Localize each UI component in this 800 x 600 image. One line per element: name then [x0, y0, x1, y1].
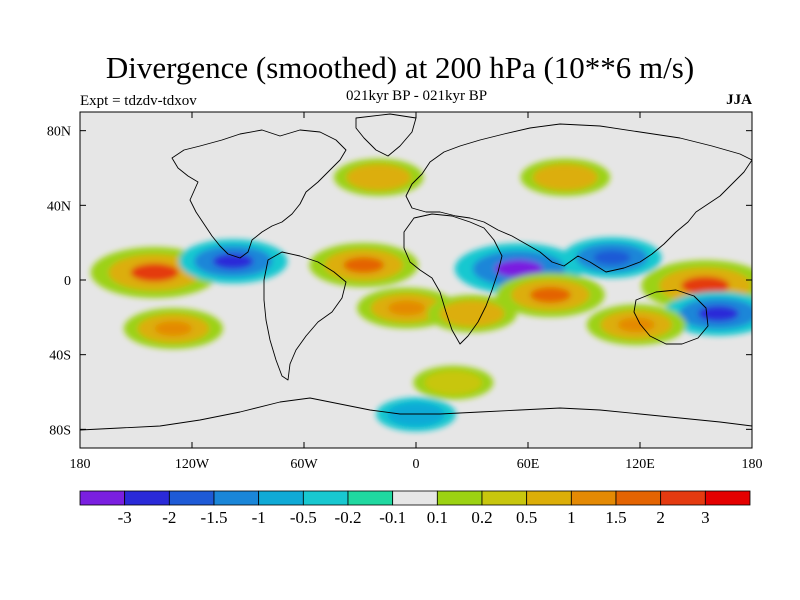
- colorbar-box: [615, 490, 662, 506]
- colorbar-box: [392, 490, 438, 506]
- colorbar-label: 1: [567, 508, 576, 527]
- arabian-sea-convergence-core: [494, 259, 543, 278]
- southern-ocean-divergence-core: [438, 376, 469, 389]
- x-tick-label: 60E: [517, 457, 540, 472]
- coast-antarctica: [80, 397, 752, 431]
- south-pacific-divergence-core: [154, 321, 192, 336]
- colorbar-label: -2: [162, 508, 176, 527]
- coast-australia: [633, 289, 709, 345]
- coral-sea-convergence-core: [698, 305, 739, 322]
- x-tick-label: 180: [70, 457, 91, 472]
- colorbar-box: [526, 490, 572, 506]
- siberia-divergence-core: [548, 170, 583, 184]
- colorbar-label: -0.5: [290, 508, 317, 527]
- x-tick-label: 60W: [290, 457, 318, 472]
- coast-europe-asia: [405, 123, 752, 273]
- colorbar-label: -1.5: [201, 508, 228, 527]
- east-africa-divergence-core: [455, 307, 489, 321]
- y-tick-label: 0: [64, 274, 71, 289]
- coast-africa: [403, 213, 503, 345]
- central-america-convergence-core: [212, 253, 254, 270]
- south-indian-divergence-core: [617, 317, 655, 332]
- colorbar-box: [302, 490, 349, 506]
- colorbar: -3 -2 -1.5 -1 -0.5 -0.2 -0.1 0.1 0.2 0.5 1 1.5 2 3: [79, 490, 751, 527]
- colorbar-label: 0.5: [516, 508, 537, 527]
- experiment-label: Expt = tdzdv-tdxov: [80, 93, 197, 109]
- colorbar-label: 3: [701, 508, 710, 527]
- colorbar-label: -3: [118, 508, 132, 527]
- colorbar-label: -0.1: [379, 508, 406, 527]
- west-pacific-convergence-core: [593, 250, 631, 265]
- colorbar-label: -1: [252, 508, 266, 527]
- x-tick-label: 120E: [625, 457, 655, 472]
- y-tick-label: 40S: [49, 349, 71, 364]
- colorbar-label: -0.2: [335, 508, 362, 527]
- colorbar-box: [481, 490, 528, 506]
- x-tick-label: 120W: [175, 457, 210, 472]
- coast-south-america: [263, 251, 347, 381]
- colorbar-label: 0.2: [471, 508, 492, 527]
- colorbar-box: [124, 490, 170, 506]
- period-label: 021kyr BP - 021kyr BP: [345, 88, 488, 104]
- coastlines: [80, 113, 752, 431]
- colorbar-box: [347, 490, 394, 506]
- coast-greenland: [355, 113, 417, 157]
- colorbar-box: [436, 490, 483, 506]
- y-tick-label: 80N: [47, 125, 71, 140]
- x-axis-ticks: 180 120W 60W 0 60E 120E 180: [70, 112, 763, 472]
- y-tick-label: 40N: [47, 199, 71, 214]
- indian-ocean-divergence-core: [530, 287, 571, 303]
- colorbar-box: [660, 490, 706, 506]
- north-atlantic-divergence-core: [361, 170, 396, 184]
- season-label: JJA: [726, 92, 752, 108]
- east-pacific-divergence-core: [130, 263, 179, 282]
- x-tick-label: 0: [413, 457, 420, 472]
- colorbar-box: [570, 490, 617, 506]
- x-tick-label: 180: [742, 457, 763, 472]
- south-atlantic-divergence-core: [388, 300, 426, 316]
- map-plot-area: [80, 112, 752, 448]
- y-axis-ticks: 80N 40N 0 40S 80S: [47, 125, 752, 438]
- tropical-atlantic-divergence-core: [343, 257, 385, 273]
- sw-pacific-divergence-core: [681, 276, 730, 295]
- map-title: Divergence (smoothed) at 200 hPa (10**6 …: [105, 50, 695, 85]
- colorbar-label: 0.1: [427, 508, 448, 527]
- colorbar-box: [213, 490, 260, 506]
- colorbar-label: 2: [656, 508, 665, 527]
- colorbar-box: [704, 490, 751, 506]
- y-tick-label: 80S: [49, 423, 71, 438]
- coast-north-america: [171, 129, 347, 259]
- colorbar-box: [258, 490, 304, 506]
- colorbar-label: 1.5: [605, 508, 626, 527]
- colorbar-box: [168, 490, 215, 506]
- colorbar-box: [79, 490, 126, 506]
